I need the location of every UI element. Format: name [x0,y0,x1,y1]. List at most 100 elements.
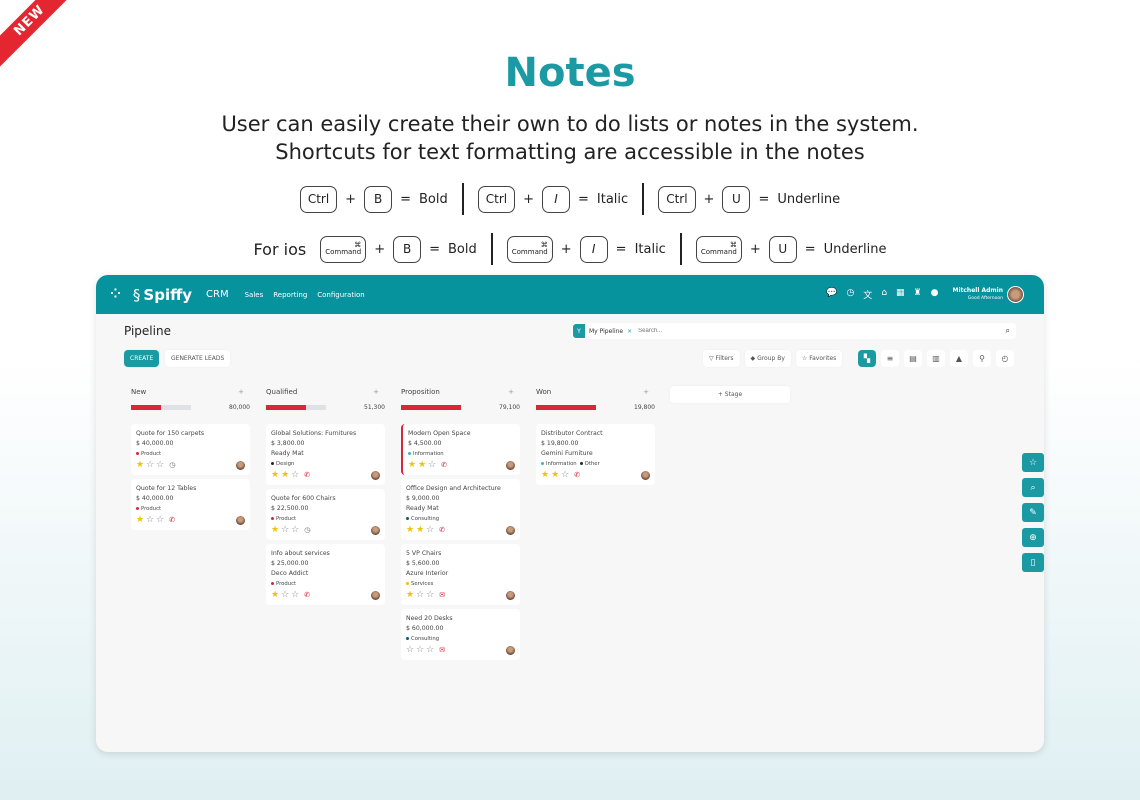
progress-bar[interactable] [536,404,596,410]
priority-star-icon[interactable]: ☆ [291,470,300,480]
priority-star-icon[interactable]: ☆ [156,460,165,470]
menu-configuration[interactable]: Configuration [317,290,365,299]
paint-icon[interactable]: ♜ [913,288,922,298]
activity-icon[interactable]: ◷ [846,288,855,298]
priority-star-icon[interactable]: ☆ [426,525,435,535]
lead-card[interactable]: Modern Open Space $ 4,500.00 Information ★ ★… [401,424,520,475]
priority-star-icon[interactable]: ☆ [146,460,155,470]
priority-star-icon[interactable]: ☆ [406,645,415,655]
user-name[interactable]: Mitchell Admin [952,286,1003,294]
column-title[interactable]: Qualified [266,388,298,396]
mail-icon[interactable]: ✉ [439,591,446,599]
chat-icon[interactable]: 💬 [826,288,838,298]
priority-star-icon[interactable]: ☆ [416,590,425,600]
mail-icon[interactable]: ✉ [439,646,446,654]
menu-reporting[interactable]: Reporting [273,290,308,299]
lead-card[interactable]: Quote for 12 Tables $ 40,000.00 Product ★ ☆ ☆… [131,479,250,530]
edit-tool-icon[interactable]: ✎ [1022,503,1044,522]
priority-star-icon[interactable]: ☆ [561,470,570,480]
priority-star-icon[interactable]: ☆ [146,515,155,525]
priority-star-icon[interactable]: ☆ [281,590,290,600]
graph-view-icon[interactable]: ▲ [950,350,968,367]
column-title[interactable]: Won [536,388,552,396]
progress-bar[interactable] [266,404,326,410]
translate-icon[interactable]: 文 [863,291,873,301]
priority-star-icon[interactable]: ☆ [156,515,165,525]
add-card-icon[interactable]: + [373,388,379,396]
priority-star-icon[interactable]: ☆ [416,645,425,655]
activity-view-icon[interactable]: ◴ [996,350,1014,367]
map-view-icon[interactable]: ⚲ [973,350,991,367]
priority-star-icon[interactable]: ★ [136,515,145,525]
lead-card[interactable]: Global Solutions: Furnitures $ 3,800.00 Re… [266,424,385,485]
bookmark-tool-icon[interactable]: ▯ [1022,553,1044,572]
lead-card[interactable]: Info about services $ 25,000.00 Deco Addic… [266,544,385,605]
clock-icon[interactable]: ◷ [169,461,176,469]
apps-menu-icon[interactable]: ⁘ [110,287,121,302]
create-button[interactable]: CREATE [124,350,160,367]
priority-star-icon[interactable]: ★ [406,590,415,600]
search-tool-icon[interactable]: ⌕ [1022,478,1044,497]
priority-star-icon[interactable]: ★ [416,525,425,535]
star-tool-icon[interactable]: ☆ [1022,453,1044,472]
facet-my-pipeline[interactable]: My Pipeline [589,327,624,335]
pivot-view-icon[interactable]: ▥ [927,350,945,367]
company-icon[interactable]: ⌂ [881,288,888,298]
card-footer: ☆ ☆ ☆ ✉ [406,644,515,656]
priority-star-icon[interactable]: ★ [541,470,550,480]
generate-leads-button[interactable]: GENERATE LEADS [165,350,231,367]
search-icon[interactable]: ⌕ [1005,326,1010,335]
progress-bar[interactable] [401,404,461,410]
priority-star-icon[interactable]: ☆ [428,460,437,470]
progress-bar[interactable] [131,404,191,410]
lead-card[interactable]: Need 20 Desks $ 60,000.00 Consulting ☆ ☆ ☆ ✉ [401,609,520,660]
priority-star-icon[interactable]: ☆ [291,525,300,535]
column-title[interactable]: Proposition [401,388,440,396]
phone-icon[interactable]: ✆ [574,471,581,479]
add-card-icon[interactable]: + [508,388,514,396]
priority-star-icon[interactable]: ☆ [291,590,300,600]
group-by-button[interactable]: ◆ Group By [744,350,791,367]
priority-star-icon[interactable]: ★ [271,525,280,535]
lead-card[interactable]: Office Design and Architecture $ 9,000.00… [401,479,520,540]
zoom-tool-icon[interactable]: ⊕ [1022,528,1044,547]
priority-star-icon[interactable]: ★ [408,460,417,470]
lead-card[interactable]: Quote for 600 Chairs $ 22,500.00 Product ★ ☆… [266,489,385,540]
grid-icon[interactable]: ▦ [896,288,905,298]
priority-star-icon[interactable]: ★ [271,470,280,480]
lead-card[interactable]: Distributor Contract $ 19,800.00 Gemini Fu… [536,424,655,485]
menu-sales[interactable]: Sales [244,290,264,299]
filters-button[interactable]: ▽ Filters [703,350,740,367]
remove-facet-icon[interactable]: × [627,327,633,335]
kanban-view-icon[interactable]: ▚ [858,350,876,367]
column-title[interactable]: New [131,388,147,396]
calendar-view-icon[interactable]: ▤ [904,350,922,367]
search-bar[interactable]: Y My Pipeline× ⌕ [572,323,1016,339]
priority-star-icon[interactable]: ★ [271,590,280,600]
priority-star-icon[interactable]: ★ [406,525,415,535]
add-card-icon[interactable]: + [643,388,649,396]
phone-icon[interactable]: ✆ [304,471,311,479]
lead-card[interactable]: 5 VP Chairs $ 5,600.00 Azure Interior Servi… [401,544,520,605]
lead-card[interactable]: Quote for 150 carpets $ 40,000.00 Product ★… [131,424,250,475]
phone-icon[interactable]: ✆ [169,516,176,524]
add-stage-button[interactable]: + Stage [670,386,790,403]
priority-star-icon[interactable]: ★ [281,470,290,480]
priority-star-icon[interactable]: ★ [551,470,560,480]
priority-star-icon[interactable]: ☆ [281,525,290,535]
bulb-icon[interactable]: ● [930,288,939,298]
phone-icon[interactable]: ✆ [441,461,448,469]
priority-star-icon[interactable]: ★ [136,460,145,470]
priority-star-icon[interactable]: ☆ [426,590,435,600]
search-input[interactable] [638,328,1006,334]
list-view-icon[interactable]: ≡ [881,350,899,367]
user-avatar[interactable] [1007,286,1024,303]
phone-icon[interactable]: ✆ [439,526,446,534]
clock-icon[interactable]: ◷ [304,526,311,534]
priority-star-icon[interactable]: ☆ [426,645,435,655]
app-name[interactable]: CRM [206,289,229,300]
add-card-icon[interactable]: + [238,388,244,396]
phone-icon[interactable]: ✆ [304,591,311,599]
priority-star-icon[interactable]: ★ [418,460,427,470]
favorites-button[interactable]: ☆ Favorites [795,350,843,367]
